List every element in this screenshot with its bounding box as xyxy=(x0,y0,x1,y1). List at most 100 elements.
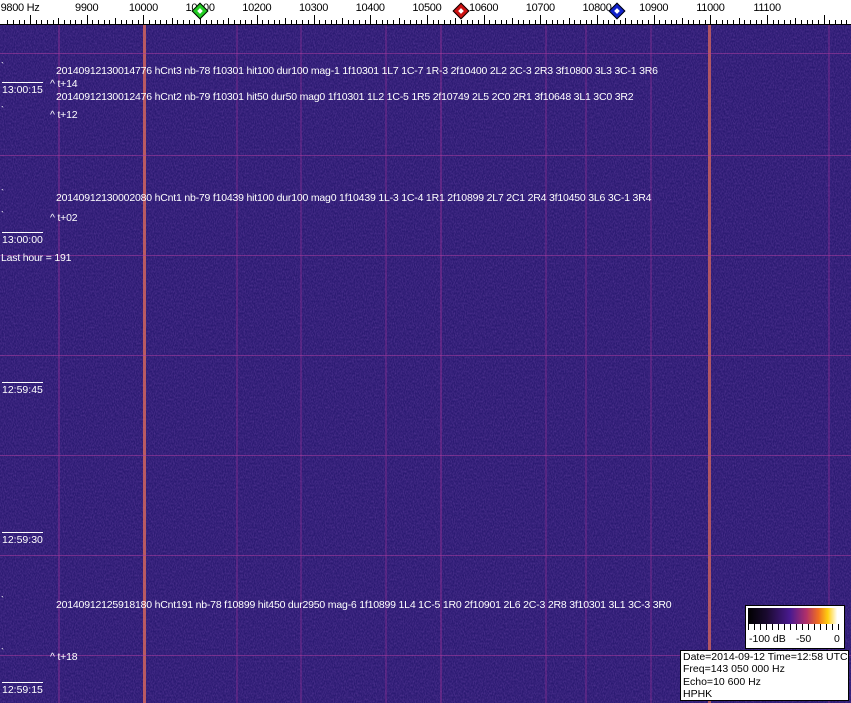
scale-tick xyxy=(64,20,65,24)
scale-tick xyxy=(631,20,632,24)
scale-tick xyxy=(41,20,42,24)
scale-tick xyxy=(126,20,127,24)
scale-tick xyxy=(620,20,621,24)
scale-tick xyxy=(53,20,54,24)
scale-tick xyxy=(302,20,303,24)
scale-tick xyxy=(70,20,71,24)
scale-tick xyxy=(370,15,371,24)
event-mark: ` xyxy=(1,210,4,220)
scale-tick xyxy=(693,20,694,24)
scale-tick xyxy=(387,20,388,24)
scale-tick xyxy=(518,20,519,24)
frequency-label: 10400 xyxy=(355,2,385,14)
scale-tick xyxy=(245,20,246,24)
scale-tick xyxy=(569,18,570,24)
scale-tick xyxy=(467,20,468,24)
scale-tick xyxy=(756,20,757,24)
time-gridline xyxy=(0,255,851,256)
scale-tick xyxy=(353,20,354,24)
scale-tick xyxy=(262,20,263,24)
scale-tick xyxy=(285,18,286,24)
scale-tick xyxy=(30,15,31,24)
scale-tick xyxy=(552,20,553,24)
scale-tick xyxy=(705,20,706,24)
scale-tick xyxy=(433,20,434,24)
carrier-line xyxy=(828,25,830,703)
scale-tick xyxy=(603,20,604,24)
scale-tick xyxy=(143,15,144,24)
frequency-label: 10700 xyxy=(525,2,555,14)
scale-tick xyxy=(166,20,167,24)
colorbar-mid-label: -50 xyxy=(796,633,812,645)
frequency-label: 9900 xyxy=(75,2,99,14)
event-mark: ` xyxy=(1,61,4,71)
scale-tick xyxy=(557,20,558,24)
time-gridline xyxy=(0,655,851,656)
scale-tick xyxy=(416,20,417,24)
detection-annotation: 20140912130002080 hCnt1 nb-79 f10439 hit… xyxy=(56,192,652,204)
scale-tick xyxy=(200,15,201,24)
scale-tick xyxy=(744,20,745,24)
scale-tick xyxy=(450,20,451,24)
scale-tick xyxy=(580,20,581,24)
event-mark: ` xyxy=(1,647,4,657)
scale-tick xyxy=(19,20,20,24)
carrier-line xyxy=(545,25,547,703)
colorbar-min-label: -100 dB xyxy=(749,633,786,645)
spectrogram-waterfall: 20140912130014776 hCnt3 nb-78 f10301 hit… xyxy=(0,25,851,703)
frequency-label: 9800 Hz xyxy=(0,2,40,14)
frequency-label: 11000 xyxy=(696,2,725,14)
scale-tick xyxy=(778,20,779,24)
scale-tick xyxy=(336,20,337,24)
red-frequency-marker[interactable] xyxy=(452,2,470,20)
scale-tick xyxy=(478,20,479,24)
scale-tick xyxy=(484,15,485,24)
scale-tick xyxy=(172,18,173,24)
scale-tick xyxy=(676,20,677,24)
scale-tick xyxy=(659,20,660,24)
color-scale: -100 dB -50 0 xyxy=(745,605,845,649)
scale-tick xyxy=(206,20,207,24)
scale-tick xyxy=(87,15,88,24)
carrier-line xyxy=(236,25,238,703)
scale-tick xyxy=(535,20,536,24)
scale-tick xyxy=(455,18,456,24)
scale-tick xyxy=(58,18,59,24)
scale-tick xyxy=(319,20,320,24)
frequency-label: 10200 xyxy=(242,2,272,14)
info-box: Date=2014-09-12 Time=12:58 UTC Freq=143 … xyxy=(680,650,849,701)
scale-tick xyxy=(546,20,547,24)
detection-annotation: 20140912125918180 hCnt191 nb-78 f10899 h… xyxy=(56,599,672,611)
scale-tick xyxy=(251,20,252,24)
scale-tick xyxy=(750,20,751,24)
scale-tick xyxy=(296,20,297,24)
scale-tick xyxy=(279,20,280,24)
scale-tick xyxy=(438,20,439,24)
scale-tick xyxy=(365,20,366,24)
scale-tick xyxy=(489,20,490,24)
scale-tick xyxy=(472,20,473,24)
frequency-label: 10300 xyxy=(298,2,329,14)
color-scale-ticks xyxy=(748,624,842,630)
event-mark: ` xyxy=(1,188,4,198)
carrier-line xyxy=(650,25,652,703)
event-mark: ` xyxy=(1,595,4,605)
scale-tick xyxy=(104,20,105,24)
scale-tick xyxy=(427,15,428,24)
time-offset: ^ t+14 xyxy=(50,78,78,90)
scale-tick xyxy=(331,20,332,24)
scale-tick xyxy=(177,20,178,24)
frequency-scale: 9800 Hz990010000101001020010300104001050… xyxy=(0,0,851,25)
scale-tick xyxy=(642,20,643,24)
time-offset: ^ t+02 xyxy=(50,212,78,224)
scale-tick xyxy=(586,20,587,24)
scale-tick xyxy=(523,20,524,24)
time-gridline xyxy=(0,155,851,156)
scale-tick xyxy=(228,18,229,24)
scale-tick xyxy=(217,20,218,24)
scale-tick xyxy=(625,18,626,24)
scale-tick xyxy=(393,20,394,24)
scale-tick xyxy=(138,20,139,24)
scale-tick xyxy=(727,20,728,24)
frequency-label: 10800 xyxy=(582,2,612,14)
